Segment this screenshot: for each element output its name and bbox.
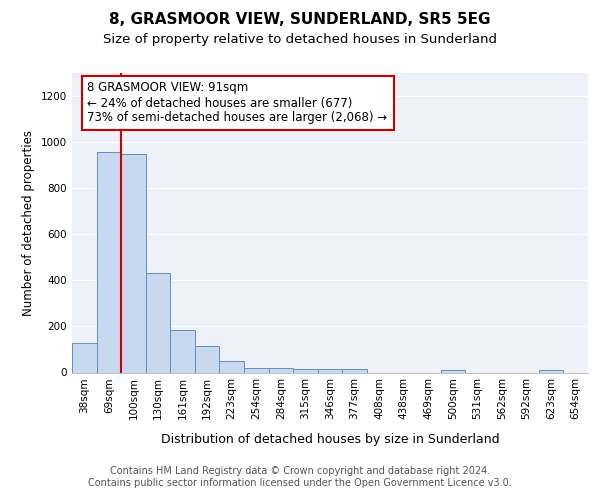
Bar [146,274,170,372]
Text: 8, GRASMOOR VIEW, SUNDERLAND, SR5 5EG: 8, GRASMOOR VIEW, SUNDERLAND, SR5 5EG [109,12,491,28]
Bar [170,330,195,372]
Text: Contains HM Land Registry data © Crown copyright and database right 2024.: Contains HM Land Registry data © Crown c… [110,466,490,476]
Text: Size of property relative to detached houses in Sunderland: Size of property relative to detached ho… [103,32,497,46]
Bar [244,368,269,372]
Bar [293,370,318,372]
Bar [72,342,97,372]
Bar [195,346,220,372]
Bar [342,370,367,372]
Y-axis label: Number of detached properties: Number of detached properties [22,130,35,316]
Text: 8 GRASMOOR VIEW: 91sqm
← 24% of detached houses are smaller (677)
73% of semi-de: 8 GRASMOOR VIEW: 91sqm ← 24% of detached… [88,82,388,124]
Bar [121,154,146,372]
Bar [97,152,121,372]
Bar [440,370,465,372]
Text: Contains public sector information licensed under the Open Government Licence v3: Contains public sector information licen… [88,478,512,488]
Bar [318,370,342,372]
Bar [269,368,293,372]
Text: Distribution of detached houses by size in Sunderland: Distribution of detached houses by size … [161,432,499,446]
Bar [539,370,563,372]
Bar [220,362,244,372]
